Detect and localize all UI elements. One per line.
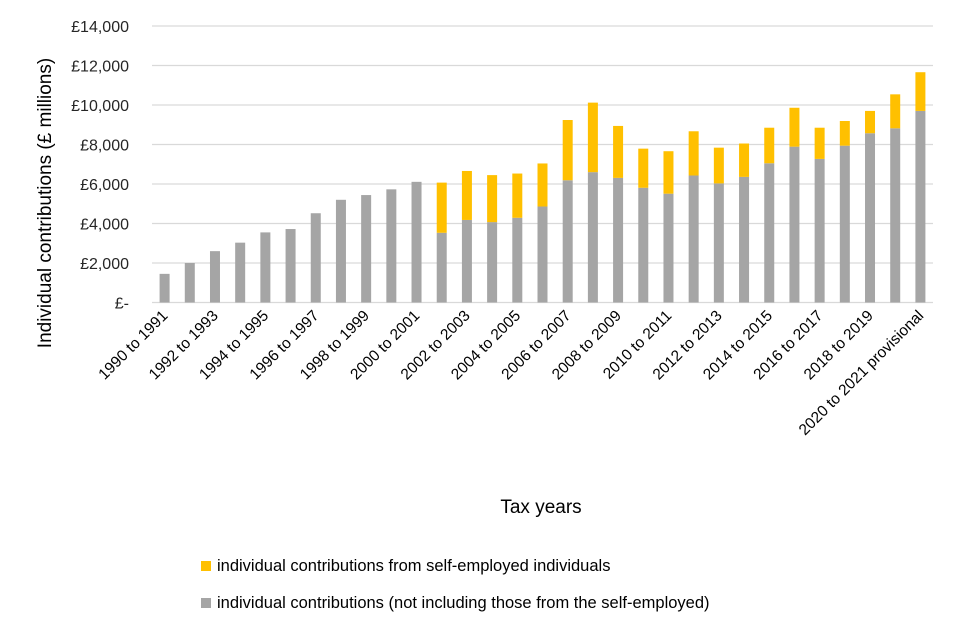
- bar-not-self-employed: [184, 263, 195, 303]
- y-tick-label: £8,000: [80, 138, 129, 155]
- bar-self-employed: [613, 125, 624, 178]
- bar-self-employed: [663, 151, 674, 194]
- bar-not-self-employed: [209, 251, 220, 303]
- bar-self-employed: [688, 131, 699, 176]
- legend-item-not-self-employed: individual contributions (not including …: [201, 593, 710, 613]
- bar-not-self-employed: [436, 232, 447, 303]
- bar-self-employed: [739, 143, 750, 177]
- x-axis-title: Tax years: [500, 497, 581, 518]
- bar-self-employed: [461, 170, 472, 220]
- bar-not-self-employed: [663, 193, 674, 303]
- bar-not-self-employed: [587, 172, 598, 303]
- bar-not-self-employed: [890, 128, 901, 303]
- bar-self-employed: [487, 175, 498, 223]
- bar-self-employed: [587, 102, 598, 173]
- bar-not-self-employed: [789, 146, 800, 303]
- bar-not-self-employed: [814, 158, 825, 303]
- bar-self-employed: [562, 120, 573, 181]
- y-tick-label: £4,000: [80, 217, 129, 234]
- bar-self-employed: [436, 182, 447, 233]
- bar-not-self-employed: [865, 133, 876, 303]
- bar-not-self-employed: [411, 181, 422, 303]
- bar-self-employed: [713, 147, 724, 184]
- bar-self-employed: [537, 163, 548, 207]
- bar-not-self-employed: [613, 177, 624, 303]
- bar-not-self-employed: [512, 217, 523, 303]
- bar-self-employed: [638, 148, 649, 188]
- bar-not-self-employed: [638, 187, 649, 303]
- legend-swatch-self-employed: [201, 561, 211, 571]
- bars: [159, 72, 926, 303]
- bar-not-self-employed: [764, 163, 775, 303]
- bar-self-employed: [865, 110, 876, 134]
- bar-not-self-employed: [915, 110, 926, 303]
- y-axis-title: Individual contributions (£ millions): [35, 58, 56, 348]
- bar-not-self-employed: [739, 176, 750, 303]
- bar-self-employed: [915, 72, 926, 111]
- bar-self-employed: [814, 127, 825, 159]
- bar-not-self-employed: [688, 175, 699, 303]
- bar-not-self-employed: [386, 189, 397, 303]
- y-axis-tick-labels: £- £2,000 £4,000 £6,000 £8,000 £10,000 £12,000…: [71, 19, 129, 313]
- bar-not-self-employed: [361, 195, 372, 303]
- y-tick-label: £12,000: [71, 59, 129, 76]
- bar-not-self-employed: [285, 229, 296, 303]
- y-tick-label: £6,000: [80, 177, 129, 194]
- y-tick-label: £14,000: [71, 19, 129, 36]
- bar-not-self-employed: [839, 145, 850, 303]
- bar-not-self-employed: [461, 219, 472, 303]
- legend-swatch-not-self-employed: [201, 598, 211, 608]
- y-tick-label: £2,000: [80, 256, 129, 273]
- bar-not-self-employed: [335, 199, 346, 303]
- bar-self-employed: [789, 107, 800, 147]
- bar-self-employed: [890, 94, 901, 129]
- bar-self-employed: [839, 120, 850, 146]
- legend-label-self-employed: individual contributions from self-emplo…: [217, 556, 611, 575]
- bar-not-self-employed: [235, 242, 246, 303]
- bar-not-self-employed: [159, 273, 170, 303]
- bar-not-self-employed: [537, 206, 548, 303]
- y-tick-label: £10,000: [71, 98, 129, 115]
- bar-not-self-employed: [487, 222, 498, 303]
- legend-item-self-employed: individual contributions from self-emplo…: [201, 556, 710, 576]
- y-tick-label: £-: [115, 296, 129, 313]
- bar-not-self-employed: [260, 232, 271, 303]
- legend: individual contributions from self-emplo…: [201, 556, 710, 630]
- bar-self-employed: [764, 127, 775, 164]
- bar-self-employed: [512, 173, 523, 218]
- legend-label-not-self-employed: individual contributions (not including …: [217, 593, 710, 612]
- bar-not-self-employed: [562, 180, 573, 303]
- bar-not-self-employed: [310, 213, 321, 303]
- bar-not-self-employed: [713, 183, 724, 303]
